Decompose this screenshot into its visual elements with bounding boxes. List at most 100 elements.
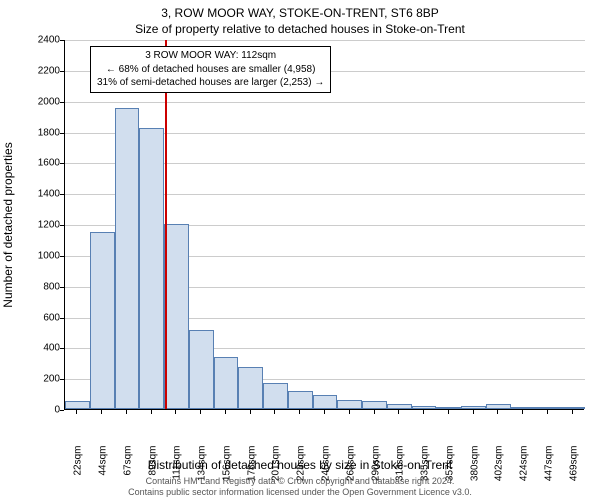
x-tick-label: 44sqm [98,446,109,492]
y-tick-label: 2200 [20,65,60,76]
x-tick-mark [126,410,127,414]
x-tick-mark [274,410,275,414]
x-tick-mark [497,410,498,414]
x-tick-label: 469sqm [568,446,579,492]
y-tick-mark [60,194,64,195]
histogram-bar [164,224,189,409]
y-tick-label: 800 [20,281,60,292]
x-tick-mark [547,410,548,414]
x-tick-label: 424sqm [519,446,530,492]
x-tick-label: 201sqm [271,446,282,492]
histogram-bar [90,232,115,409]
x-tick-mark [572,410,573,414]
y-tick-label: 1200 [20,220,60,231]
x-tick-mark [76,410,77,414]
x-tick-label: 380sqm [469,446,480,492]
y-tick-label: 1600 [20,158,60,169]
x-tick-mark [200,410,201,414]
histogram-bar [486,404,511,409]
x-tick-label: 335sqm [420,446,431,492]
x-tick-mark [522,410,523,414]
x-tick-label: 67sqm [122,446,133,492]
x-tick-label: 402sqm [494,446,505,492]
y-tick-label: 1800 [20,127,60,138]
histogram-bar [461,406,486,409]
x-tick-label: 89sqm [147,446,158,492]
annotation-line-2: ← 68% of detached houses are smaller (4,… [97,63,324,77]
x-tick-mark [423,410,424,414]
histogram-bar [387,404,412,409]
y-tick-mark [60,410,64,411]
x-tick-mark [250,410,251,414]
y-tick-mark [60,133,64,134]
x-tick-label: 111sqm [172,446,183,492]
y-tick-mark [60,379,64,380]
histogram-bar [238,367,263,409]
x-tick-label: 223sqm [296,446,307,492]
histogram-bar [313,395,338,409]
annotation-box: 3 ROW MOOR WAY: 112sqm ← 68% of detached… [90,46,331,93]
x-tick-label: 178sqm [246,446,257,492]
y-tick-mark [60,225,64,226]
histogram-bar [412,406,437,409]
histogram-bar [511,407,536,409]
histogram-bar [535,407,560,409]
y-tick-label: 200 [20,374,60,385]
x-tick-label: 290sqm [370,446,381,492]
y-tick-mark [60,40,64,41]
x-tick-label: 246sqm [321,446,332,492]
y-tick-mark [60,71,64,72]
x-tick-label: 447sqm [543,446,554,492]
histogram-bar [263,383,288,409]
histogram-bar [560,407,585,409]
x-tick-label: 156sqm [221,446,232,492]
x-tick-mark [473,410,474,414]
y-tick-mark [60,318,64,319]
histogram-bar [189,330,214,409]
y-tick-label: 2000 [20,96,60,107]
y-tick-label: 2400 [20,35,60,46]
x-tick-label: 357sqm [444,446,455,492]
x-tick-mark [349,410,350,414]
y-tick-mark [60,256,64,257]
annotation-line-1: 3 ROW MOOR WAY: 112sqm [97,49,324,63]
chart-title-sub: Size of property relative to detached ho… [0,22,600,36]
x-tick-mark [299,410,300,414]
y-tick-label: 600 [20,312,60,323]
x-tick-label: 268sqm [345,446,356,492]
histogram-bar [362,401,387,409]
y-tick-label: 0 [20,405,60,416]
x-tick-label: 134sqm [197,446,208,492]
histogram-bar [436,407,461,409]
x-tick-mark [324,410,325,414]
x-tick-mark [398,410,399,414]
x-tick-mark [374,410,375,414]
y-tick-label: 400 [20,343,60,354]
x-tick-mark [101,410,102,414]
histogram-bar [139,128,164,409]
histogram-bar [65,401,90,409]
chart-container: 3, ROW MOOR WAY, STOKE-ON-TRENT, ST6 8BP… [0,0,600,500]
y-tick-label: 1000 [20,250,60,261]
histogram-bar [337,400,362,409]
y-axis-label: Number of detached properties [1,142,15,307]
bars-layer [65,39,585,409]
histogram-bar [214,357,239,409]
x-tick-mark [151,410,152,414]
y-tick-mark [60,102,64,103]
reference-marker-line [165,40,167,409]
histogram-bar [115,108,140,409]
x-tick-label: 313sqm [395,446,406,492]
x-tick-mark [225,410,226,414]
y-tick-mark [60,348,64,349]
annotation-line-3: 31% of semi-detached houses are larger (… [97,76,324,90]
x-tick-mark [448,410,449,414]
histogram-bar [288,391,313,410]
y-tick-label: 1400 [20,189,60,200]
x-tick-label: 22sqm [73,446,84,492]
x-tick-mark [175,410,176,414]
chart-title-main: 3, ROW MOOR WAY, STOKE-ON-TRENT, ST6 8BP [0,6,600,20]
y-tick-mark [60,287,64,288]
y-tick-mark [60,163,64,164]
plot-area [64,40,584,410]
